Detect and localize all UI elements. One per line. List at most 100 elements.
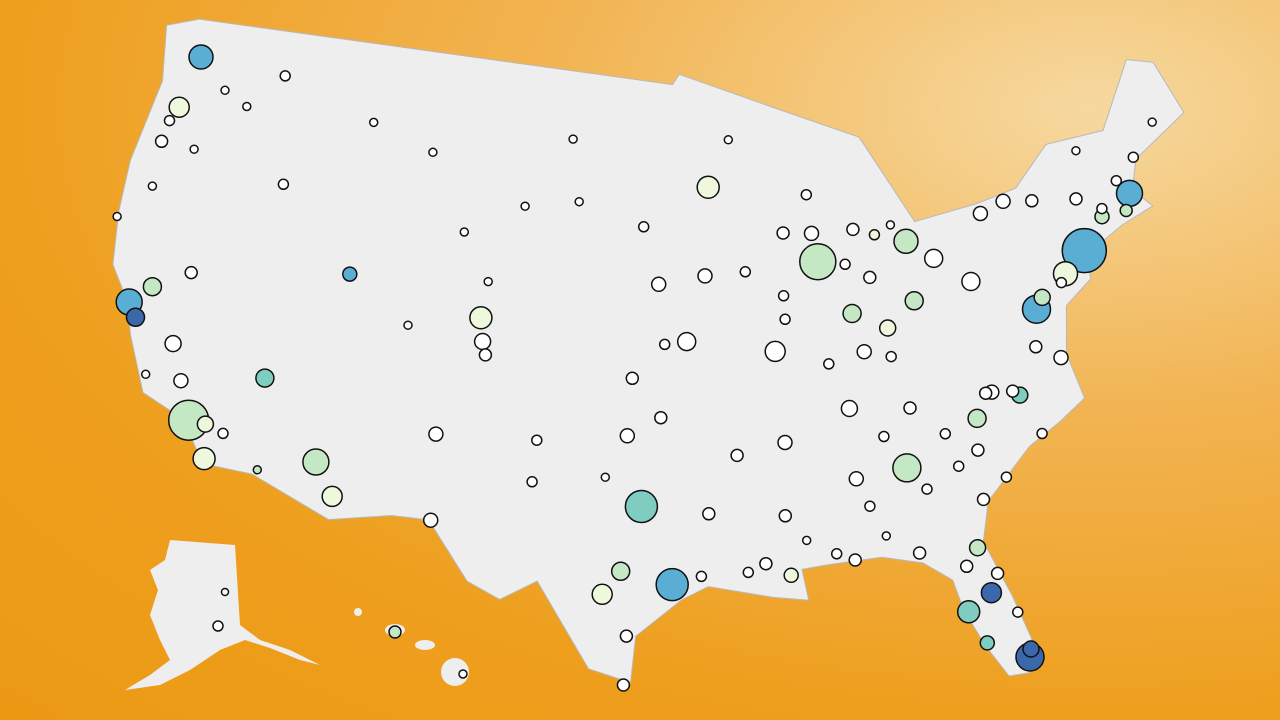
map-point [164, 334, 182, 353]
map-point [777, 434, 793, 451]
map-point [1147, 117, 1157, 127]
map-point [730, 448, 744, 463]
map-point [168, 96, 190, 118]
map-point [923, 248, 944, 269]
map-point [777, 290, 790, 302]
map-point [885, 220, 896, 230]
map-point [801, 535, 812, 546]
map-point [848, 471, 865, 487]
map-point [154, 134, 169, 149]
map-point [1055, 276, 1068, 289]
map-point [1096, 202, 1108, 215]
map-point [616, 678, 631, 692]
map-point [520, 201, 530, 211]
map-point [422, 512, 439, 528]
map-point [212, 620, 224, 632]
map-point [800, 188, 813, 201]
map-point [321, 485, 343, 508]
map-point [799, 242, 837, 281]
map-point [184, 265, 198, 280]
map-point [702, 507, 716, 521]
map-point [1022, 640, 1040, 658]
map-point [368, 117, 379, 128]
map-point [971, 443, 985, 457]
map-point [531, 434, 543, 446]
map-point [458, 669, 468, 679]
map-point [147, 181, 158, 191]
map-point [959, 559, 974, 574]
map-point [277, 178, 290, 191]
map-point [776, 226, 790, 240]
map-point [459, 227, 470, 237]
map-point [196, 415, 215, 433]
map-point [778, 509, 793, 523]
map-point [976, 492, 991, 507]
map-point [739, 266, 752, 278]
map-point [1069, 192, 1083, 206]
map-point [600, 472, 611, 482]
map-point [388, 625, 402, 639]
map-point [878, 319, 897, 337]
map-point [881, 531, 892, 541]
map-point [842, 303, 862, 324]
map-point [624, 489, 659, 524]
map-point [885, 350, 897, 363]
map-point [863, 270, 877, 285]
map-point [619, 428, 636, 444]
map-point [676, 331, 697, 352]
map-point [650, 276, 667, 293]
map-point [655, 567, 689, 602]
map-point [864, 500, 876, 512]
map-point [856, 343, 872, 360]
map-point [220, 587, 230, 597]
map-point [779, 313, 791, 326]
map-point [696, 175, 720, 199]
map-point [995, 193, 1011, 210]
map-point [830, 548, 843, 560]
map-point [279, 70, 291, 82]
map-point [112, 211, 122, 222]
map-point [163, 114, 176, 127]
map-point [173, 372, 189, 389]
map-point [217, 427, 229, 440]
map-point [1029, 340, 1043, 354]
map-point [252, 465, 263, 475]
map-point [428, 426, 444, 442]
alaska-hawaii-insets [125, 540, 469, 690]
map-point [1127, 151, 1140, 163]
map-point [142, 276, 163, 297]
map-point [1110, 174, 1123, 187]
map-point [625, 371, 640, 386]
map-point [255, 368, 275, 388]
map-point [403, 320, 413, 330]
map-point [921, 483, 933, 495]
map-point [848, 553, 862, 567]
map-point [990, 566, 1005, 581]
map-point [1005, 384, 1020, 398]
map-point [952, 460, 965, 472]
map-point [742, 566, 755, 579]
map-point [478, 348, 493, 362]
map-point [658, 338, 671, 351]
map-point [803, 225, 820, 242]
map-point [893, 228, 919, 255]
map-point [302, 448, 330, 476]
map-point [610, 561, 631, 582]
map-point [1033, 288, 1051, 307]
map-point [892, 453, 922, 483]
map-point [1119, 203, 1133, 218]
map-point [220, 85, 230, 96]
map-point [961, 271, 981, 292]
map-point [840, 399, 859, 418]
map-point [967, 408, 987, 429]
map-point [1012, 606, 1024, 618]
map-point [342, 266, 358, 282]
map-point [903, 401, 917, 415]
map-point [188, 44, 214, 70]
map-point [846, 222, 860, 237]
hawaii-island [415, 640, 435, 650]
map-point [972, 205, 989, 222]
map-point [912, 546, 927, 560]
map-point [783, 567, 799, 584]
